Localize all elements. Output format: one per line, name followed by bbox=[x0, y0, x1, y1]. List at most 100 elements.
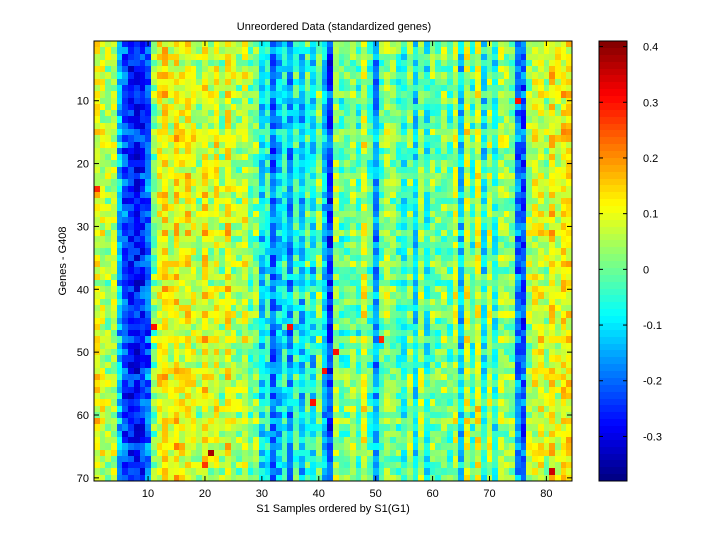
heatmap-cell bbox=[555, 217, 561, 223]
heatmap-cell bbox=[544, 98, 549, 104]
heatmap-cell bbox=[236, 380, 242, 387]
heatmap-cell bbox=[316, 292, 322, 299]
heatmap-cell bbox=[208, 299, 214, 305]
heatmap-cell bbox=[276, 393, 282, 399]
heatmap-cell bbox=[196, 368, 202, 374]
heatmap-cell bbox=[179, 380, 185, 387]
heatmap-cell bbox=[390, 186, 396, 192]
heatmap-cell bbox=[322, 173, 327, 179]
heatmap-cell bbox=[236, 255, 242, 261]
heatmap-cell bbox=[356, 60, 361, 66]
heatmap-cell bbox=[447, 286, 453, 292]
heatmap-cell bbox=[367, 286, 373, 292]
heatmap-cell bbox=[504, 192, 509, 198]
heatmap-cell bbox=[401, 154, 407, 160]
heatmap-cell bbox=[509, 60, 515, 66]
heatmap-cell bbox=[185, 311, 191, 318]
heatmap-cell bbox=[407, 116, 413, 123]
heatmap-cell bbox=[316, 355, 322, 362]
heatmap-cell bbox=[259, 160, 265, 167]
heatmap-cell bbox=[458, 261, 464, 267]
heatmap-cell bbox=[470, 41, 475, 47]
heatmap-cell bbox=[168, 305, 174, 311]
heatmap-cell bbox=[287, 186, 293, 192]
heatmap-cell bbox=[333, 305, 339, 311]
heatmap-cell bbox=[140, 248, 145, 255]
heatmap-cell bbox=[214, 54, 219, 60]
heatmap-cell bbox=[242, 167, 248, 173]
heatmap-cell bbox=[299, 167, 305, 173]
heatmap-cell bbox=[413, 110, 418, 116]
heatmap-cell bbox=[555, 305, 561, 311]
heatmap-cell bbox=[470, 330, 475, 336]
heatmap-cell bbox=[299, 336, 305, 343]
heatmap-cell bbox=[344, 368, 350, 374]
heatmap-cell bbox=[515, 368, 521, 374]
heatmap-cell bbox=[162, 198, 168, 204]
heatmap-cell bbox=[453, 374, 458, 380]
heatmap-cell bbox=[287, 79, 293, 85]
heatmap-cell bbox=[157, 123, 162, 129]
heatmap-cell bbox=[140, 362, 145, 368]
heatmap-cell bbox=[242, 286, 248, 292]
heatmap-cell bbox=[225, 261, 231, 267]
heatmap-cell bbox=[157, 305, 162, 311]
heatmap-cell bbox=[361, 116, 367, 123]
heatmap-cell bbox=[100, 305, 105, 311]
heatmap-cell bbox=[162, 343, 168, 349]
heatmap-cell bbox=[504, 311, 509, 318]
heatmap-cell bbox=[276, 148, 282, 154]
heatmap-cell bbox=[515, 98, 521, 104]
heatmap-cell bbox=[379, 173, 384, 179]
heatmap-cell bbox=[373, 47, 379, 54]
heatmap-cell bbox=[521, 330, 526, 336]
heatmap-cell bbox=[134, 98, 140, 104]
heatmap-cell bbox=[566, 217, 572, 223]
heatmap-cell bbox=[538, 380, 544, 387]
heatmap-cell bbox=[185, 116, 191, 123]
heatmap-cell bbox=[458, 41, 464, 47]
heatmap-cell bbox=[208, 286, 214, 292]
heatmap-cell bbox=[418, 160, 424, 167]
heatmap-cell bbox=[140, 236, 145, 242]
heatmap-cell bbox=[544, 362, 549, 368]
heatmap-cell bbox=[424, 217, 430, 223]
heatmap-cell bbox=[407, 387, 413, 393]
heatmap-cell bbox=[276, 223, 282, 230]
heatmap-cell bbox=[532, 280, 538, 286]
heatmap-cell bbox=[276, 305, 282, 311]
heatmap-cell bbox=[310, 374, 316, 380]
heatmap-cell bbox=[140, 311, 145, 318]
heatmap-cell bbox=[413, 393, 418, 399]
heatmap-cell bbox=[504, 104, 509, 110]
heatmap-cell bbox=[134, 167, 140, 173]
heatmap-cell bbox=[299, 41, 305, 47]
heatmap-cell bbox=[179, 179, 185, 186]
heatmap-cell bbox=[350, 387, 356, 393]
heatmap-cell bbox=[253, 318, 259, 324]
heatmap-cell bbox=[384, 41, 390, 47]
heatmap-cell bbox=[367, 292, 373, 299]
heatmap-cell bbox=[327, 148, 333, 154]
heatmap-cell bbox=[390, 311, 396, 318]
heatmap-cell bbox=[185, 274, 191, 280]
heatmap-cell bbox=[447, 362, 453, 368]
heatmap-cell bbox=[236, 104, 242, 110]
heatmap-cell bbox=[111, 380, 117, 387]
heatmap-cell bbox=[418, 148, 424, 154]
heatmap-cell bbox=[566, 255, 572, 261]
heatmap-cell bbox=[481, 91, 487, 98]
heatmap-cell bbox=[401, 66, 407, 72]
heatmap-cell bbox=[492, 248, 498, 255]
heatmap-cell bbox=[379, 54, 384, 60]
heatmap-cell bbox=[350, 406, 356, 412]
heatmap-cell bbox=[214, 41, 219, 47]
heatmap-cell bbox=[515, 362, 521, 368]
heatmap-cell bbox=[361, 274, 367, 280]
heatmap-cell bbox=[424, 110, 430, 116]
heatmap-cell bbox=[407, 230, 413, 236]
heatmap-cell bbox=[231, 211, 236, 217]
heatmap-cell bbox=[276, 242, 282, 248]
heatmap-cell bbox=[367, 217, 373, 223]
heatmap-cell bbox=[361, 236, 367, 242]
